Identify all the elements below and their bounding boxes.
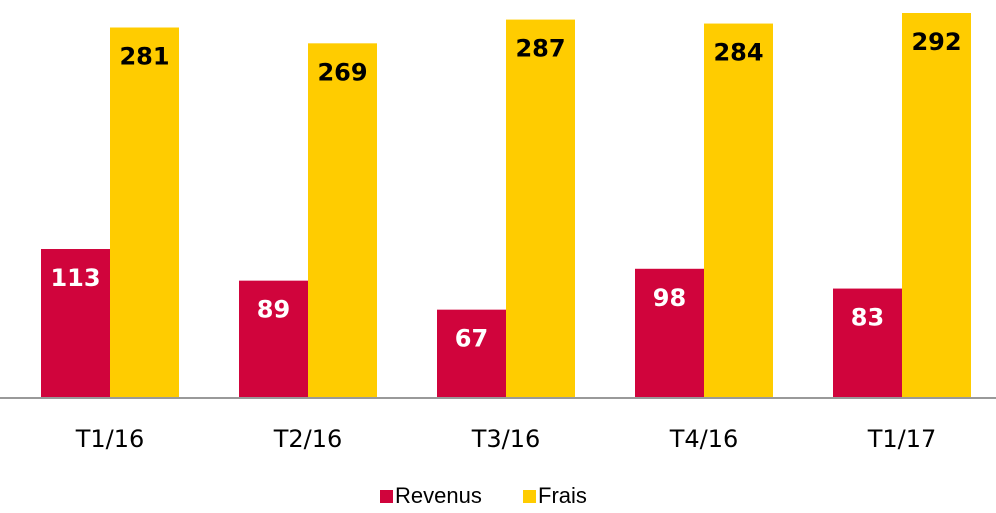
x-tick-label: T4/16: [669, 425, 739, 453]
data-label: 83: [851, 304, 884, 332]
bar: [239, 280, 308, 398]
data-label: 284: [713, 39, 763, 67]
x-tick-label: T1/16: [75, 425, 145, 453]
bar: [506, 19, 575, 398]
data-label: 287: [515, 35, 565, 63]
data-label: 281: [119, 43, 169, 71]
data-label: 292: [911, 28, 961, 56]
x-tick-label: T2/16: [273, 425, 343, 453]
bar: [833, 288, 902, 398]
bar: [110, 27, 179, 399]
bar: [902, 13, 971, 398]
legend-swatch: [380, 490, 393, 503]
legend-label: Revenus: [395, 483, 482, 508]
data-label: 89: [257, 296, 290, 324]
legend-label: Frais: [538, 483, 587, 508]
bar: [635, 268, 704, 398]
data-label: 67: [455, 325, 488, 353]
legend-swatch: [523, 490, 536, 503]
data-label: 269: [317, 58, 367, 86]
x-tick-label: T3/16: [471, 425, 541, 453]
data-label: 98: [653, 284, 686, 312]
x-tick-label: T1/17: [867, 425, 937, 453]
bar: [308, 43, 377, 398]
bar: [41, 249, 110, 398]
data-label: 113: [50, 264, 100, 292]
bar: [437, 309, 506, 398]
bar: [704, 23, 773, 399]
